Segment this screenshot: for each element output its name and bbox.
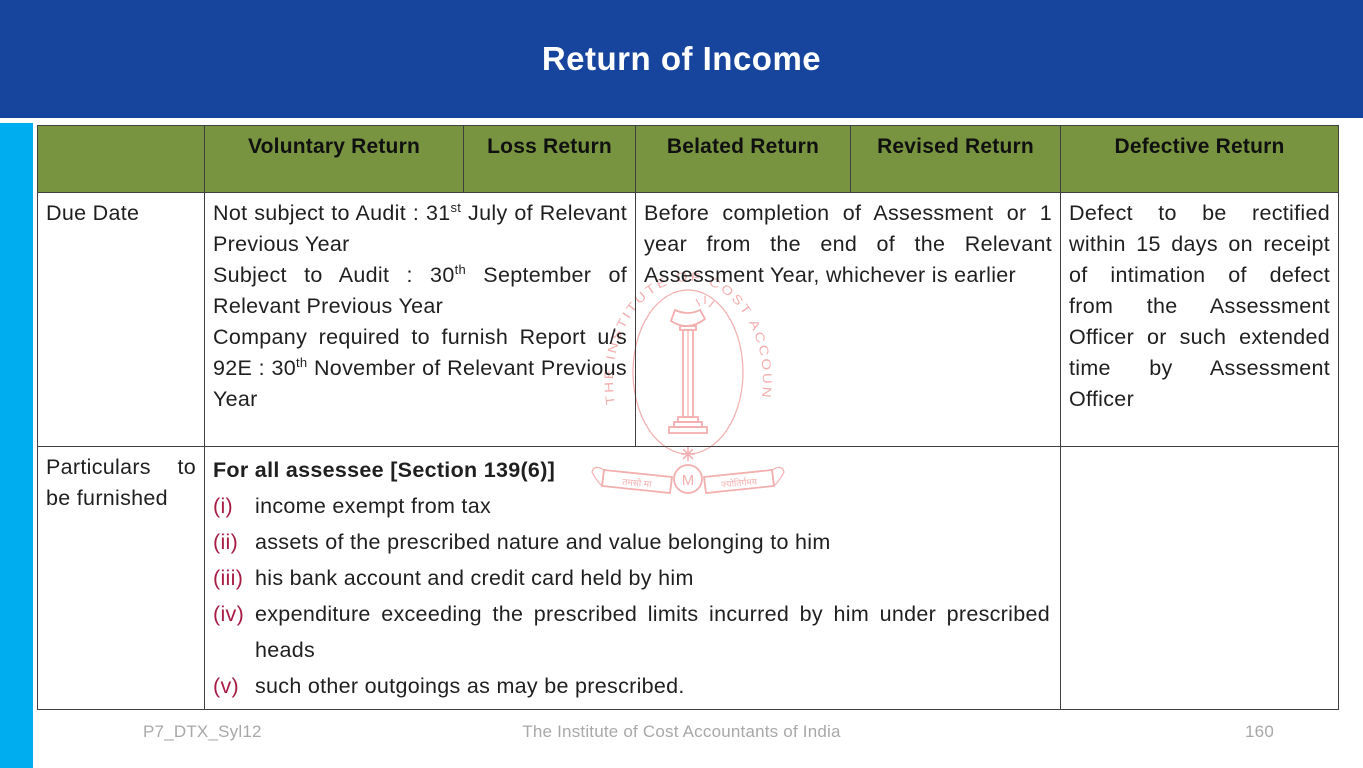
list-item-text: his bank account and credit card held by… <box>255 566 694 590</box>
header-cell-empty <box>37 125 205 193</box>
table-header-row: Voluntary Return Loss Return Belated Ret… <box>37 125 1339 193</box>
list-item-marker: (iii) <box>213 566 244 590</box>
cell-due-date-voluntary-loss: Not subject to Audit : 31st July of Rele… <box>204 192 636 447</box>
due-date-paragraph: Not subject to Audit : 31st July of Rele… <box>213 199 627 256</box>
list-item: (v) such other outgoings as may be prescr… <box>213 668 1052 704</box>
left-accent-stripe <box>0 123 33 768</box>
slide-title: Return of Income <box>541 40 822 77</box>
list-item: (iv) expenditure exceeding the prescribed… <box>213 596 1052 668</box>
header-cell-loss-return: Loss Return <box>463 125 636 193</box>
due-date-defective-text: Defect to be rectified within 15 days on… <box>1069 201 1330 411</box>
particulars-list: (i) income exempt from tax (ii) assets of t… <box>213 488 1052 704</box>
due-date-paragraph: Company required to furnish Report u/s 9… <box>213 325 627 411</box>
list-item-text: assets of the prescribed nature and valu… <box>255 530 831 554</box>
title-bar: Return of Income <box>0 0 1363 118</box>
row-label-text: Due Date <box>46 201 140 225</box>
table-row-due-date: Due Date Not subject to Audit : 31st Jul… <box>37 192 1339 447</box>
return-types-table: Voluntary Return Loss Return Belated Ret… <box>37 125 1339 710</box>
cell-particulars-defective-empty <box>1060 446 1339 710</box>
list-item: (ii) assets of the prescribed nature and … <box>213 524 1052 560</box>
list-item-marker: (ii) <box>213 530 239 554</box>
footer-page-number: 160 <box>1245 722 1274 741</box>
row-label-due-date: Due Date <box>37 192 205 447</box>
footer-course-code: P7_DTX_Syl12 <box>143 722 262 741</box>
due-date-paragraph: Subject to Audit : 30th September of Rel… <box>213 261 627 318</box>
particulars-heading: For all assessee [Section 139(6)] <box>213 458 556 482</box>
header-cell-voluntary-return: Voluntary Return <box>204 125 464 193</box>
due-date-paragraphs: Not subject to Audit : 31st July of Rele… <box>213 198 627 415</box>
due-date-belated-revised-text: Before completion of Assessment or 1 yea… <box>644 201 1052 287</box>
row-label-text: Particulars to be furnished <box>46 455 196 510</box>
list-item-marker: (v) <box>213 674 239 698</box>
cell-due-date-belated-revised: Before completion of Assessment or 1 yea… <box>635 192 1061 447</box>
list-item-text: expenditure exceeding the prescribed lim… <box>255 602 1050 662</box>
cell-particulars-content: For all assessee [Section 139(6)] (i) inc… <box>204 446 1061 710</box>
header-cell-defective-return: Defective Return <box>1060 125 1339 193</box>
header-cell-belated-return: Belated Return <box>635 125 851 193</box>
list-item-text: income exempt from tax <box>255 494 492 518</box>
header-cell-revised-return: Revised Return <box>850 125 1061 193</box>
row-label-particulars: Particulars to be furnished <box>37 446 205 710</box>
list-item-text: such other outgoings as may be prescribe… <box>255 674 685 698</box>
table-row-particulars: Particulars to be furnished For all asse… <box>37 446 1339 710</box>
list-item-marker: (iv) <box>213 602 245 626</box>
cell-due-date-defective: Defect to be rectified within 15 days on… <box>1060 192 1339 447</box>
list-item-marker: (i) <box>213 494 233 518</box>
list-item: (i) income exempt from tax <box>213 488 1052 524</box>
list-item: (iii) his bank account and credit card he… <box>213 560 1052 596</box>
